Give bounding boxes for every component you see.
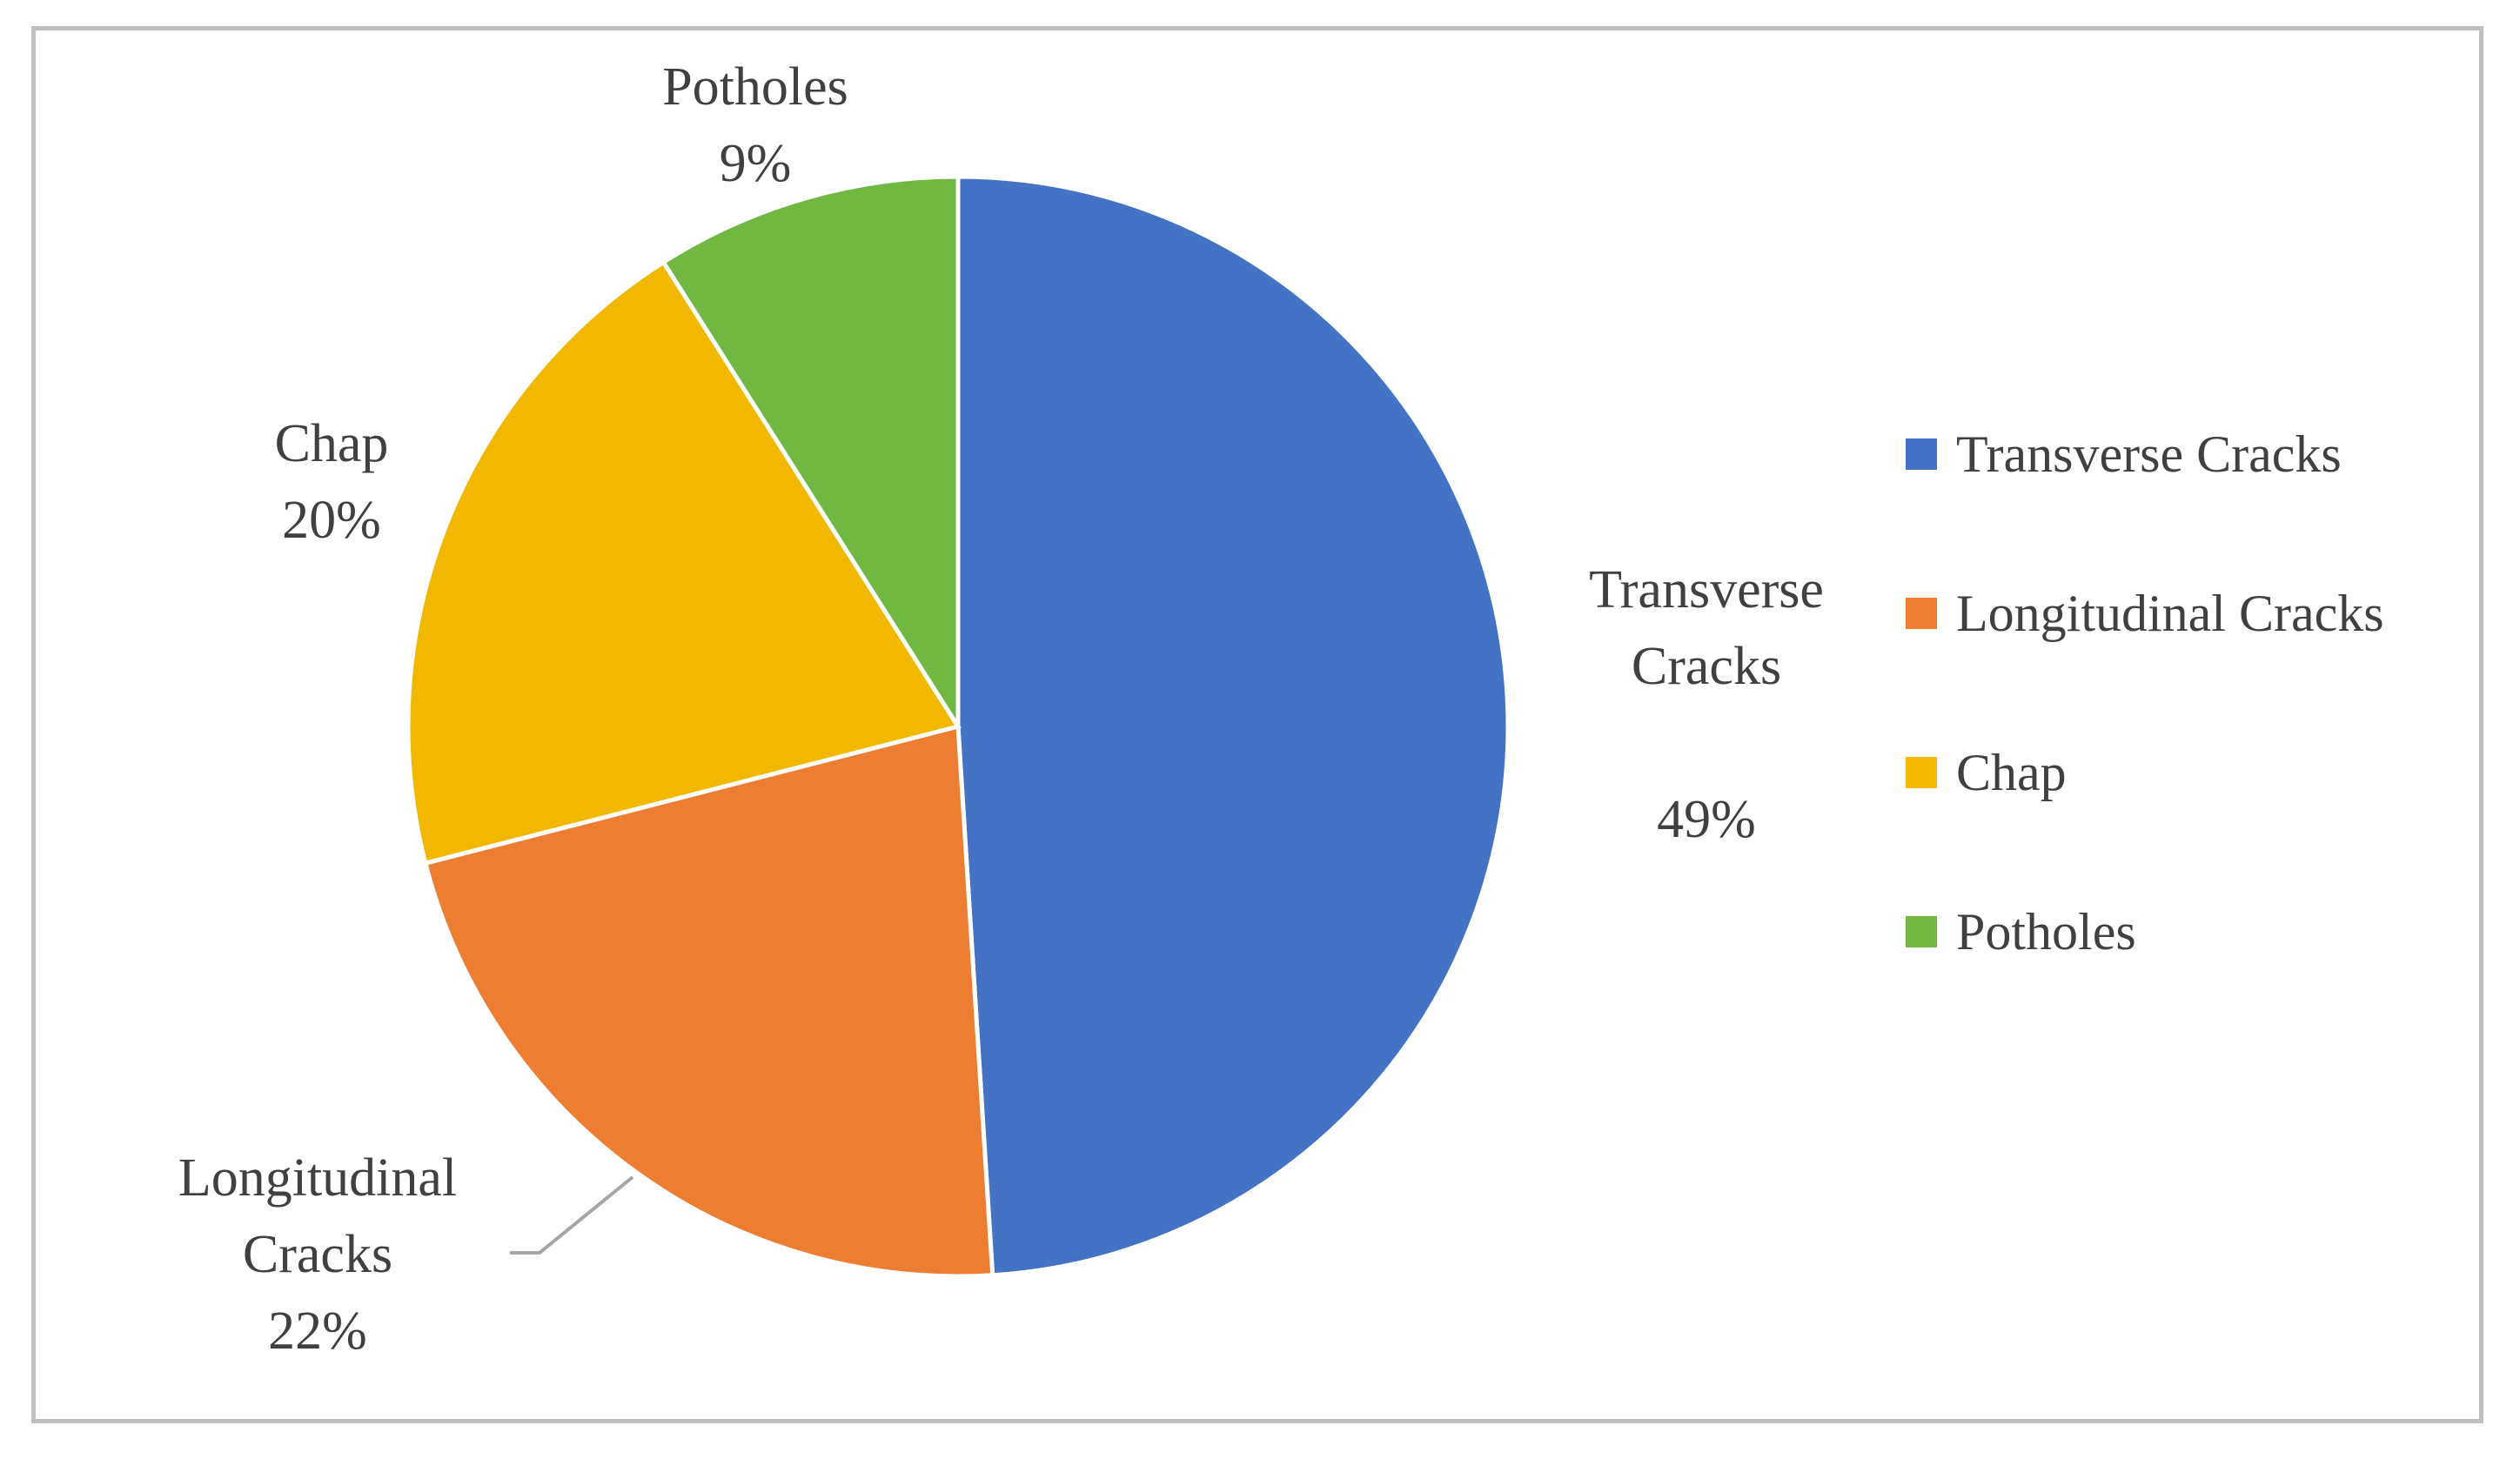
legend-swatch-chap [1906,757,1937,788]
data-label-longitudinal-cracks: Longitudinal Cracks 22% [178,1148,457,1361]
slice-labels: Transverse Cracks 49% Longitudinal Cracks 22%… [178,57,1824,1361]
slice-potholes [660,174,961,734]
data-label-transverse-cracks: Transverse Cracks 49% [1589,560,1824,849]
legend-label-transverse-cracks: Transverse Cracks [1956,425,2342,483]
data-label-chap: Chap 20% [275,414,389,550]
leader-line-longitudinal-cracks [510,1175,634,1255]
slice-longitudinal-cracks [422,723,995,1279]
legend-label-potholes: Potholes [1956,903,2136,960]
legend-swatch-longitudinal-cracks [1906,598,1937,629]
legend-swatch-potholes [1906,916,1937,947]
legend-item-chap: Chap [1906,744,2067,801]
leader-lines [510,1175,634,1255]
slice-transverse-cracks [955,174,1511,1278]
legend-swatch-transverse-cracks [1906,438,1937,470]
pie-slices [405,174,1511,1279]
legend-item-transverse-cracks: Transverse Cracks [1906,425,2342,483]
data-label-potholes: Potholes 9% [662,57,848,193]
legend-item-longitudinal-cracks: Longitudinal Cracks [1906,585,2384,642]
legend-label-chap: Chap [1956,744,2067,801]
legend-item-potholes: Potholes [1906,903,2136,960]
slice-chap [405,258,962,867]
legend: Transverse Cracks Longitudinal Cracks Chap… [1906,425,2384,960]
legend-label-longitudinal-cracks: Longitudinal Cracks [1956,585,2384,642]
